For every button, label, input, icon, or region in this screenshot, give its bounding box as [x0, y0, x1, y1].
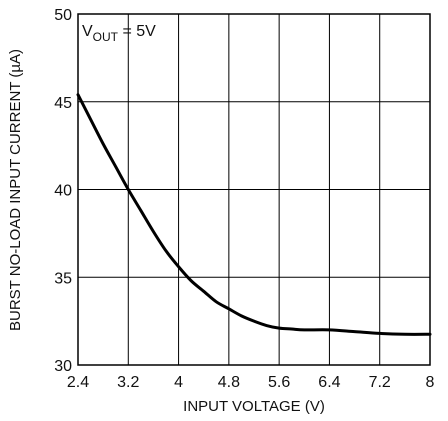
- x-tick-labels: 2.4 3.2 4 4.8 5.6 6.4 7.2 8: [67, 374, 435, 391]
- y-tick-labels: 30 35 40 45 50: [54, 7, 72, 375]
- annotation-vout: VOUT = 5V: [82, 23, 156, 44]
- x-tick-label: 4: [174, 374, 183, 391]
- y-tick-label: 45: [54, 95, 72, 112]
- series-line: [76, 93, 432, 336]
- y-tick-label: 30: [54, 358, 72, 375]
- x-tick-label: 3.2: [117, 374, 139, 391]
- annotation-subscript: OUT: [93, 30, 119, 44]
- x-tick-label: 5.6: [268, 374, 290, 391]
- x-tick-label: 2.4: [67, 374, 89, 391]
- gridlines: [78, 14, 430, 365]
- annotation-rest: = 5V: [118, 23, 156, 40]
- x-axis-title: INPUT VOLTAGE (V): [183, 398, 325, 415]
- annotation-main: V: [82, 23, 93, 40]
- y-tick-label: 35: [54, 270, 72, 287]
- y-tick-label: 40: [54, 183, 72, 200]
- svg-text:VOUT = 5V: VOUT = 5V: [82, 23, 156, 44]
- plot-frame: [77, 13, 431, 366]
- x-tick-label: 7.2: [369, 374, 391, 391]
- x-tick-label: 4.8: [218, 374, 240, 391]
- x-tick-label: 8: [426, 374, 435, 391]
- x-tick-label: 6.4: [318, 374, 340, 391]
- y-axis-title: BURST NO-LOAD INPUT CURRENT (µA): [7, 49, 24, 331]
- y-tick-label: 50: [54, 7, 72, 24]
